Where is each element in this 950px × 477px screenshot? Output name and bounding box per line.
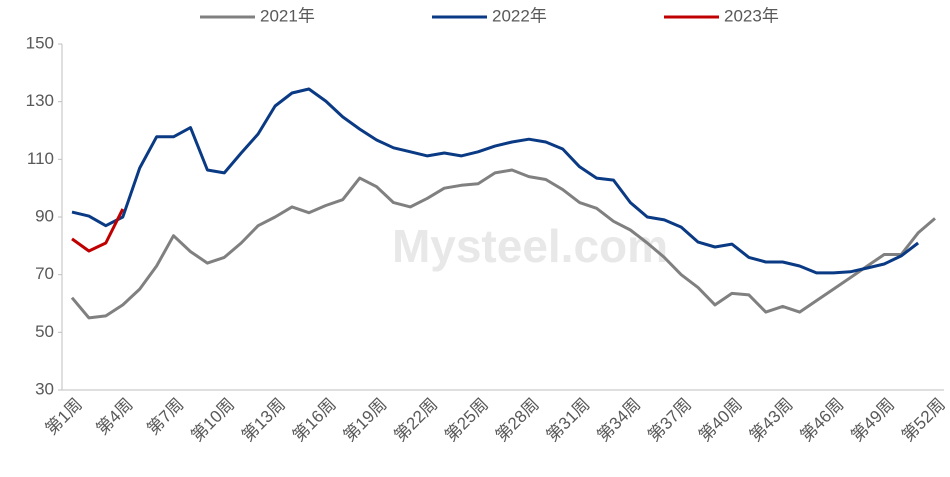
y-tick-label: 90 (35, 206, 54, 225)
legend-label: 2022年 (492, 6, 547, 25)
x-tick-label: 第46周 (797, 395, 848, 446)
x-tick-label: 第22周 (390, 395, 441, 446)
series-line (70, 168, 936, 320)
y-tick-label: 30 (35, 379, 54, 398)
series-line (71, 87, 920, 275)
y-tick-label: 50 (35, 322, 54, 341)
x-tick-label: 第52周 (898, 395, 949, 446)
x-tick-label: 第4周 (93, 395, 137, 439)
x-tick-label: 第16周 (289, 395, 340, 446)
watermark: Mysteel.com (392, 220, 668, 272)
x-tick-label: 第37周 (644, 395, 695, 446)
x-tick-label: 第25周 (441, 395, 492, 446)
y-tick-label: 70 (35, 264, 54, 283)
x-tick-label: 第40周 (695, 395, 746, 446)
x-tick-label: 第7周 (143, 395, 187, 439)
x-tick-label: 第10周 (187, 395, 238, 446)
x-tick-label: 第1周 (42, 395, 86, 439)
legend-label: 2023年 (724, 6, 779, 25)
legend-label: 2021年 (260, 6, 315, 25)
x-tick-label: 第13周 (238, 395, 289, 446)
y-tick-label: 130 (26, 91, 54, 110)
x-tick-label: 第19周 (340, 395, 391, 446)
x-tick-label: 第34周 (594, 395, 645, 446)
y-tick-label: 110 (27, 149, 54, 168)
x-tick-label: 第43周 (746, 395, 797, 446)
x-tick-label: 第49周 (847, 395, 898, 446)
x-tick-label: 第28周 (492, 395, 543, 446)
y-tick-label: 150 (26, 33, 54, 52)
series-line (71, 208, 125, 253)
x-tick-label: 第31周 (543, 395, 594, 446)
